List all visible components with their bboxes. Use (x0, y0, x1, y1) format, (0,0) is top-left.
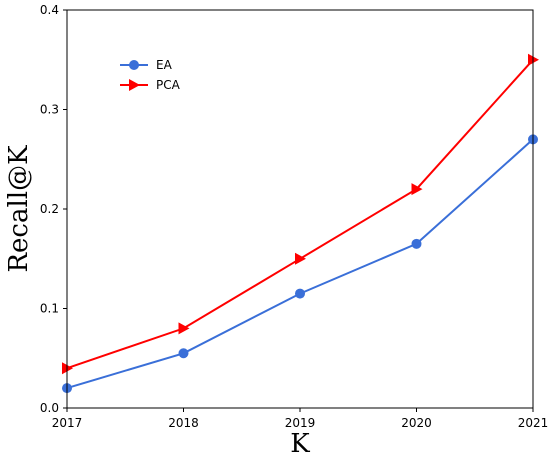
legend-label-ea: EA (156, 58, 173, 72)
x-tick-label: 2017 (52, 416, 83, 430)
y-tick-label: 0.2 (40, 202, 59, 216)
data-point-ea (295, 288, 305, 299)
data-point-ea (178, 348, 189, 359)
legend-marker-ea (129, 60, 139, 70)
y-tick-label: 0.4 (40, 3, 59, 17)
y-tick-label: 0.0 (40, 401, 59, 415)
data-point-ea (411, 238, 422, 249)
data-point-pca (295, 252, 306, 265)
legend-label-pca: PCA (156, 78, 181, 92)
legend: EA PCA (120, 58, 181, 92)
data-point-pca (411, 183, 423, 196)
x-tick-label: 2019 (285, 416, 316, 430)
legend-marker-pca (129, 79, 140, 91)
x-tick-label: 2020 (401, 416, 432, 430)
axes: 0.0 0.1 0.2 0.3 0.4 2017 2018 2019 2020 2021 (40, 3, 548, 430)
x-axis-title: K (290, 429, 310, 458)
plot-area (62, 53, 539, 394)
series-line-ea (66, 138, 534, 390)
y-tick-label: 0.1 (40, 302, 59, 316)
series-line-pca (66, 59, 534, 370)
axes-frame (66, 9, 534, 409)
y-axis-title: Recall@K (4, 145, 34, 273)
data-point-pca (178, 322, 190, 335)
y-tick-label: 0.3 (40, 103, 59, 117)
x-tick-label: 2018 (168, 416, 199, 430)
x-tick-label: 2021 (518, 416, 549, 430)
